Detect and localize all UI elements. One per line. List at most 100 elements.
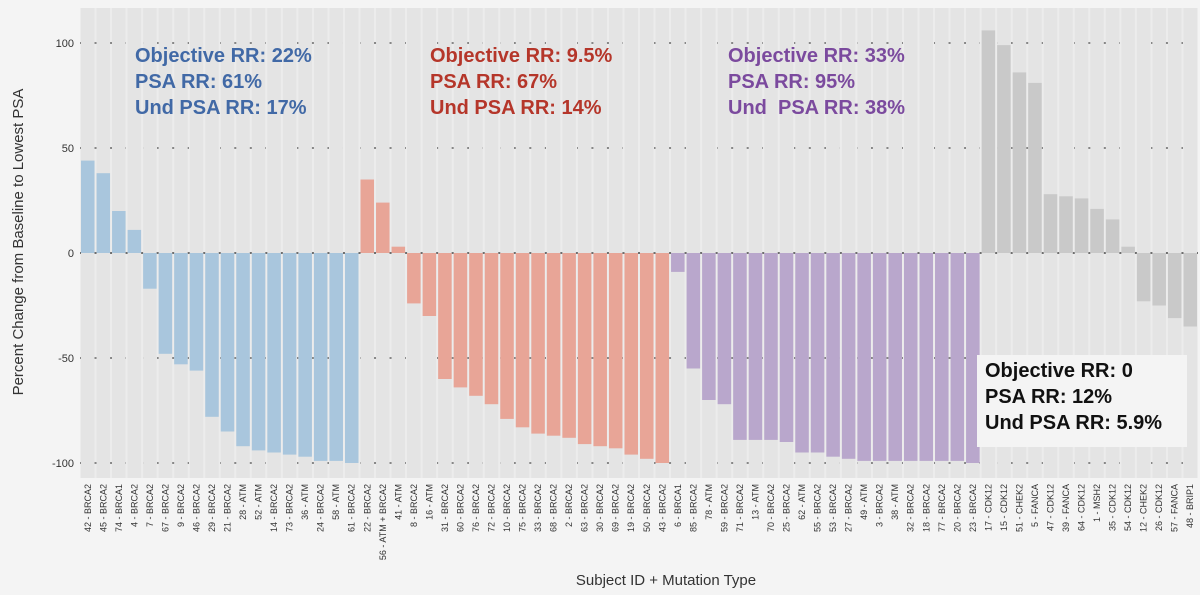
x-tick-label: 1 - MSH2 (1092, 484, 1102, 522)
x-tick-label: 22 - BRCA2 (362, 484, 372, 532)
bar (888, 253, 902, 461)
bar (96, 173, 111, 253)
x-tick-label: 29 - BRCA2 (207, 484, 217, 532)
bar (1167, 253, 1182, 319)
bar (826, 253, 840, 457)
x-tick-label: 77 - BRCA2 (937, 484, 947, 532)
x-tick-label: 16 - ATM (424, 484, 434, 520)
x-tick-label: 85 - BRCA2 (688, 484, 698, 532)
x-tick-label: 5 - FANCA (1030, 484, 1040, 527)
x-tick-label: 39 - FANCA (1061, 484, 1071, 532)
bar (391, 246, 406, 253)
bar (1152, 253, 1166, 306)
bar (438, 253, 452, 379)
bar (764, 253, 778, 440)
x-axis-label: Subject ID + Mutation Type (576, 572, 756, 589)
bar (841, 253, 856, 459)
bar (1105, 219, 1120, 253)
x-tick-label: 17 - CDK12 (983, 484, 993, 531)
annotation-line: PSA RR: 61% (135, 71, 262, 93)
column-background (143, 8, 157, 478)
x-tick-label: 72 - BRCA2 (486, 484, 496, 532)
bar (205, 253, 219, 417)
bar (935, 253, 949, 461)
x-tick-label: 62 - ATM (797, 484, 807, 520)
bar (1121, 246, 1135, 253)
annotations: Objective RR: 22% PSA RR: 61% Und PSA RR: … (135, 45, 1187, 447)
bar (872, 253, 887, 461)
bar (329, 253, 343, 461)
bar (686, 253, 701, 369)
annotation-line: Objective RR: 0 (985, 360, 1133, 382)
annotation-line: PSA RR: 67% (430, 71, 557, 93)
x-tick-label: 14 - BRCA2 (269, 484, 279, 532)
bar (81, 160, 95, 253)
x-tick-label: 33 - BRCA2 (533, 484, 543, 532)
bar (640, 253, 654, 459)
x-tick-label: 46 - BRCA2 (191, 484, 201, 532)
x-tick-label: 35 - CDK12 (1108, 484, 1118, 531)
x-tick-label: 49 - ATM (859, 484, 869, 520)
annotation-line: PSA RR: 95% (728, 71, 855, 93)
annotation-background (977, 355, 1187, 447)
bar (733, 253, 747, 440)
bar (407, 253, 421, 304)
x-tick-label: 25 - BRCA2 (782, 484, 792, 532)
bar (376, 202, 390, 253)
x-tick-label: 76 - BRCA2 (471, 484, 481, 532)
bar (127, 229, 142, 253)
x-tick-label: 27 - BRCA2 (844, 484, 854, 532)
x-tick-label: 78 - ATM (704, 484, 714, 520)
annotation-line: Objective RR: 9.5% (430, 45, 613, 67)
bar (422, 253, 437, 316)
bar (779, 253, 794, 442)
bar (174, 253, 188, 365)
x-tick-label: 67 - BRCA2 (160, 484, 170, 532)
bar (655, 253, 670, 463)
bar (112, 211, 126, 253)
y-tick-label: 0 (68, 248, 74, 260)
column-background (686, 8, 701, 478)
x-tick-label: 36 - ATM (300, 484, 310, 520)
bar (469, 253, 483, 396)
annotation-line: PSA RR: 12% (985, 386, 1112, 408)
x-tick-label: 9 - BRCA2 (176, 484, 186, 527)
x-tick-label: 23 - BRCA2 (968, 484, 978, 532)
bar (903, 253, 918, 461)
bar (981, 30, 996, 254)
annotation-line: Und PSA RR: 17% (135, 97, 307, 119)
x-tick-label: 24 - BRCA2 (316, 484, 326, 532)
x-tick-label: 30 - BRCA2 (595, 484, 605, 532)
x-tick-label: 32 - BRCA2 (906, 484, 916, 532)
bar (997, 45, 1011, 253)
annotation-line: Objective RR: 22% (135, 45, 312, 67)
x-tick-label: 15 - CDK12 (999, 484, 1009, 531)
x-tick-label: 45 - BRCA2 (98, 484, 108, 532)
x-tick-label: 13 - ATM (750, 484, 760, 520)
x-tick-label: 55 - BRCA2 (813, 484, 823, 532)
x-tick-label: 64 - CDK12 (1077, 484, 1087, 531)
annotation-line: Objective RR: 33% (728, 45, 905, 67)
column-background (422, 8, 437, 478)
bar (282, 253, 297, 455)
x-tick-label: 8 - BRCA2 (409, 484, 419, 527)
bar (950, 253, 965, 461)
bar (158, 253, 173, 354)
x-tick-label: 54 - CDK12 (1123, 484, 1133, 531)
x-tick-label: 2 - BRCA2 (564, 484, 574, 527)
x-tick-label: 41 - ATM (393, 484, 403, 520)
x-tick-label: 26 - CDK12 (1154, 484, 1164, 531)
y-tick-label: 50 (62, 143, 74, 155)
bar (1028, 82, 1042, 254)
x-tick-label: 50 - BRCA2 (642, 484, 652, 532)
y-axis-label: Percent Change from Baseline to Lowest P… (10, 89, 27, 396)
bar (484, 253, 499, 405)
x-tick-label: 69 - BRCA2 (611, 484, 621, 532)
bar (593, 253, 607, 447)
y-tick-label: -50 (58, 353, 74, 365)
bar (251, 253, 266, 451)
x-tick-label: 61 - BRCA2 (347, 484, 357, 532)
x-tick-label: 21 - BRCA2 (223, 484, 233, 532)
x-tick-label: 57 - FANCA (1170, 484, 1180, 532)
column-background (407, 8, 421, 478)
